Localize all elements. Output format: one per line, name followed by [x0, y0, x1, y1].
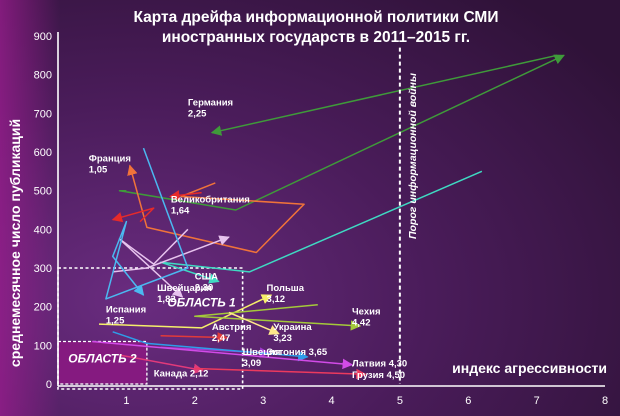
y-axis-label: среднемесячное число публикаций [7, 119, 23, 367]
series-line-14 [112, 331, 309, 362]
country-label-0: Германия 2,25 [188, 98, 233, 120]
country-label-5: Испания 1,25 [106, 304, 146, 326]
y-tick-label-1: 100 [34, 340, 52, 352]
country-label-6: Польша 3,12 [267, 283, 305, 305]
x-tick-label-0: 1 [123, 395, 129, 407]
series-line-6 [118, 228, 189, 298]
y-tick-label-6: 600 [34, 147, 52, 159]
country-label-11: Эстония 3,65 [267, 347, 328, 358]
series-line-11 [160, 332, 228, 343]
x-tick-label-4: 5 [397, 395, 403, 407]
series-line-15 [92, 340, 354, 370]
series-line-4 [111, 207, 155, 223]
series-line-12 [228, 311, 280, 335]
country-label-13: Канада 2,12 [154, 368, 209, 379]
y-tick-labels: 0 100 200 300 400 500 600 700 800 900 [34, 31, 52, 391]
threshold-label: Порог информационной войны [407, 73, 419, 239]
chart-title-line-2: иностранных государств в 2011–2015 гг. [162, 29, 470, 46]
series-line-0 [210, 54, 558, 136]
x-tick-label-3: 4 [328, 395, 334, 407]
country-labels: Германия 2,25 Франция 1,05 Великобритания 1,6… [89, 98, 407, 382]
axes [57, 32, 605, 387]
country-label-2: Великобритания 1,64 [171, 194, 250, 216]
region-2-box [57, 340, 148, 385]
y-tick-label-5: 500 [34, 186, 52, 198]
x-axis-label: индекс агрессивности [452, 360, 607, 376]
region-1-label: ОБЛАСТЬ 1 [167, 296, 236, 310]
x-tick-label-1: 2 [192, 395, 198, 407]
country-label-14: Грузия 4,50 [352, 370, 405, 381]
y-tick-label-7: 700 [34, 108, 52, 120]
series-line-16 [119, 354, 205, 374]
y-tick-label-3: 300 [34, 263, 52, 275]
country-label-12: Латвия 4,30 [352, 359, 407, 370]
country-label-4: Швейцария 1,82 [157, 283, 212, 305]
y-tick-label-8: 800 [34, 70, 52, 82]
region-2-label: ОБЛАСТЬ 2 [68, 352, 137, 366]
y-tick-label-9: 900 [34, 31, 52, 43]
series-line-8 [105, 147, 189, 300]
series-line-3 [169, 190, 202, 201]
x-tick-label-7: 8 [602, 395, 608, 407]
series-line-5 [159, 170, 483, 284]
country-label-9: Украина 3,23 [273, 322, 312, 344]
x-tick-label-5: 6 [465, 395, 471, 407]
country-label-3: США 2,30 [195, 272, 218, 294]
x-tick-label-2: 3 [260, 395, 266, 407]
x-tick-label-6: 7 [534, 395, 540, 407]
country-label-8: Австрия 2,47 [212, 322, 252, 344]
chart-title-line-1: Карта дрейфа информационной политики СМИ [134, 9, 499, 26]
series-line-9 [98, 294, 273, 329]
y-tick-label-4: 400 [34, 224, 52, 236]
chart-left-glow [0, 0, 60, 416]
y-tick-label-0: 0 [46, 379, 52, 391]
region-2-fill [57, 340, 148, 385]
x-tick-labels: 1 2 3 4 5 6 7 8 [123, 395, 608, 407]
country-label-7: Чехия 4,42 [352, 306, 381, 328]
series-line-17 [194, 367, 367, 380]
series-line-10 [194, 303, 362, 331]
y-tick-label-2: 200 [34, 302, 52, 314]
country-label-10: Швеция 3,09 [243, 347, 281, 369]
country-label-1: Франция 1,05 [89, 154, 131, 176]
